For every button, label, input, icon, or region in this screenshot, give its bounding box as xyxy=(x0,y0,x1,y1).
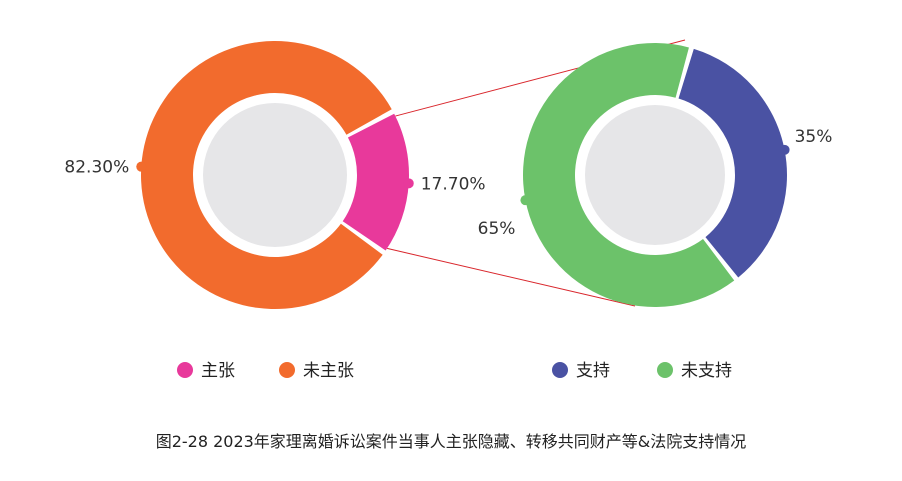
legend-label: 未支持 xyxy=(681,361,732,381)
inner-circle xyxy=(203,103,347,247)
legend-label: 主张 xyxy=(201,361,235,381)
legend-label: 未主张 xyxy=(303,361,354,381)
label-dot xyxy=(779,144,790,155)
label-dot xyxy=(136,161,147,172)
data-label: 35% xyxy=(795,127,833,147)
legend: 主张 未主张 支持 未支持 xyxy=(177,361,732,381)
slice-支持 xyxy=(678,48,788,278)
legend-label: 支持 xyxy=(576,361,610,381)
slice-未主张 xyxy=(141,40,392,309)
donut-claim: 17.70% 82.30% xyxy=(64,40,486,309)
data-label: 65% xyxy=(478,219,516,239)
legend-swatch xyxy=(279,362,295,378)
data-label: 82.30% xyxy=(64,158,129,178)
label-dot xyxy=(520,195,531,206)
figure-caption: 图2-28 2023年家理离婚诉讼案件当事人主张隐藏、转移共同财产等&法院支持情… xyxy=(155,432,747,451)
slice-未支持 xyxy=(523,42,735,307)
donut-support: 35% 65% xyxy=(478,42,833,307)
inner-circle xyxy=(585,105,725,245)
legend-swatch xyxy=(177,362,193,378)
connector-line-bottom xyxy=(386,247,636,307)
label-dot xyxy=(403,178,414,189)
legend-swatch xyxy=(552,362,568,378)
data-label: 17.70% xyxy=(421,174,486,194)
slice-主张 xyxy=(342,113,409,251)
legend-swatch xyxy=(657,362,673,378)
